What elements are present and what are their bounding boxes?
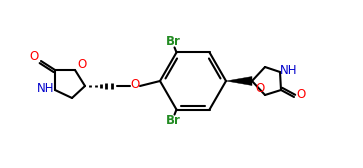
Text: NH: NH <box>37 82 55 95</box>
Text: O: O <box>77 58 87 72</box>
Polygon shape <box>226 76 252 86</box>
Text: O: O <box>256 82 265 95</box>
Text: O: O <box>29 51 38 64</box>
Text: O: O <box>130 78 140 92</box>
Text: Br: Br <box>166 114 181 127</box>
Text: Br: Br <box>166 35 181 48</box>
Text: NH: NH <box>280 64 298 76</box>
Text: O: O <box>296 88 306 100</box>
